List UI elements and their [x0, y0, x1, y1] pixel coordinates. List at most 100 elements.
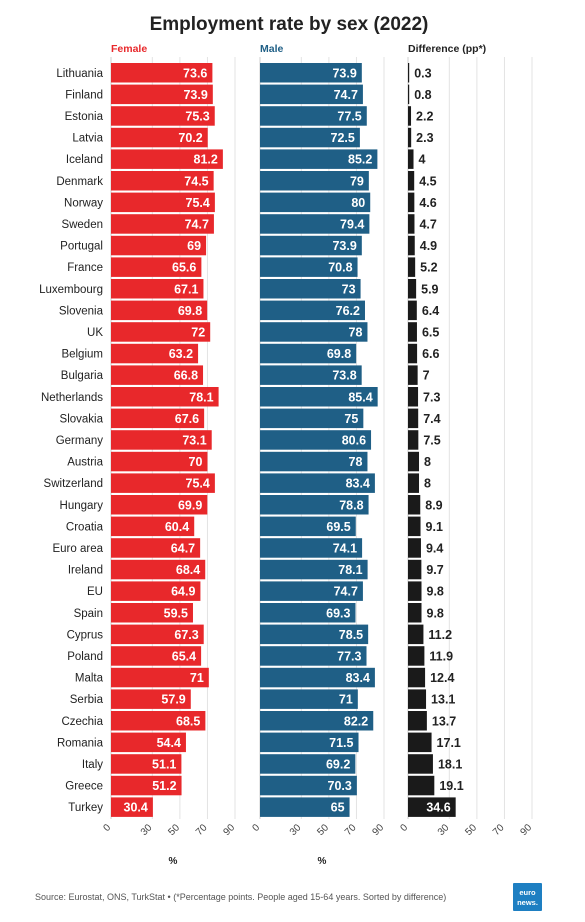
tick-label-male-30: 30 [288, 822, 304, 838]
bar-male-romania [260, 732, 359, 753]
bar-female-slovenia [111, 300, 208, 321]
bar-male-lithuania [260, 63, 362, 83]
value-label-difference-pp-cyprus: 11.2 [428, 628, 452, 642]
bar-difference-pp-belgium [408, 343, 418, 364]
bar-male-finland [260, 84, 363, 105]
bar-male-serbia [260, 689, 358, 709]
bar-male-poland [260, 646, 367, 666]
value-label-male-ireland: 78.1 [338, 563, 362, 577]
value-label-female-germany: 73.1 [182, 433, 206, 447]
value-label-male-slovakia: 75 [344, 412, 358, 426]
value-label-male-serbia: 71 [339, 693, 353, 707]
value-label-difference-pp-euro-area: 9.4 [426, 541, 443, 555]
value-label-male-slovenia: 76.2 [336, 304, 360, 318]
bar-male-bulgaria [260, 365, 362, 385]
value-label-male-romania: 71.5 [329, 736, 353, 750]
euronews-logo-line1: euro [519, 888, 536, 897]
value-label-male-austria: 78 [349, 455, 363, 469]
bar-male-cyprus [260, 624, 369, 645]
bar-difference-pp-iceland [408, 149, 414, 169]
value-label-female-slovenia: 69.8 [178, 304, 202, 318]
bar-female-estonia [111, 106, 215, 126]
value-label-male-euro-area: 74.1 [333, 541, 357, 555]
value-label-male-lithuania: 73.9 [332, 66, 356, 80]
country-label-iceland: Iceland [66, 154, 103, 166]
value-label-male-portugal: 73.9 [332, 239, 356, 253]
bar-difference-pp-ireland [408, 559, 422, 580]
country-label-latvia: Latvia [72, 133, 103, 145]
value-label-female-bulgaria: 66.8 [174, 369, 198, 383]
tick-label-male-90: 90 [370, 822, 386, 838]
bar-female-cyprus [111, 624, 204, 645]
value-label-difference-pp-france: 5.2 [420, 261, 437, 275]
value-label-male-poland: 77.3 [337, 649, 361, 663]
value-label-difference-pp-slovakia: 7.4 [423, 412, 440, 426]
bar-female-romania [111, 732, 186, 753]
axis-unit-male: % [318, 856, 327, 867]
value-label-female-austria: 70 [189, 455, 203, 469]
value-label-female-serbia: 57.9 [161, 693, 185, 707]
bar-male-portugal [260, 235, 362, 256]
bar-difference-pp-greece [408, 775, 435, 796]
value-label-female-malta: 71 [190, 671, 204, 685]
value-label-male-iceland: 85.2 [348, 153, 372, 167]
value-label-female-netherlands: 78.1 [189, 390, 213, 404]
bar-male-switzerland [260, 473, 375, 493]
value-label-male-estonia: 77.5 [337, 109, 361, 123]
bar-difference-pp-finland [408, 84, 410, 105]
bar-female-serbia [111, 689, 191, 709]
euronews-logo: euro news. [513, 883, 542, 911]
country-labels: Lithuania Finland Estonia Latvia Iceland Denm… [39, 68, 104, 814]
bar-female-czechia [111, 711, 206, 731]
value-label-male-greece: 70.3 [328, 779, 352, 793]
bar-difference-pp-slovenia [408, 300, 417, 321]
bar-female-france [111, 257, 202, 277]
value-label-male-eu: 74.7 [334, 585, 358, 599]
chart-title: Employment rate by sex (2022) [150, 14, 429, 35]
value-label-difference-pp-latvia: 2.3 [416, 131, 433, 145]
value-label-female-sweden: 74.7 [185, 217, 209, 231]
value-label-male-spain: 69.3 [326, 606, 350, 620]
bar-female-iceland [111, 149, 223, 169]
bar-female-austria [111, 451, 208, 472]
value-label-difference-pp-iceland: 4 [419, 153, 426, 167]
tick-label-male-50: 50 [315, 822, 331, 838]
bar-female-poland [111, 646, 202, 666]
country-label-ireland: Ireland [68, 565, 103, 577]
euronews-logo-box [513, 883, 542, 911]
country-label-finland: Finland [65, 89, 103, 101]
value-label-difference-pp-uk: 6.5 [422, 325, 439, 339]
value-label-male-denmark: 79 [350, 174, 364, 188]
bar-male-latvia [260, 127, 360, 148]
bar-difference-pp-croatia [408, 516, 421, 537]
value-label-male-france: 70.8 [328, 261, 352, 275]
country-label-netherlands: Netherlands [41, 392, 103, 404]
value-label-female-latvia: 70.2 [178, 131, 202, 145]
value-label-male-czechia: 82.2 [344, 714, 368, 728]
bar-female-uk [111, 322, 211, 342]
value-label-female-france: 65.6 [172, 261, 196, 275]
value-label-female-finland: 73.9 [183, 88, 207, 102]
value-label-male-netherlands: 85.4 [348, 390, 372, 404]
bar-female-spain [111, 603, 193, 623]
value-label-male-sweden: 79.4 [340, 217, 364, 231]
value-label-male-germany: 80.6 [342, 433, 366, 447]
value-label-difference-pp-bulgaria: 7 [423, 369, 430, 383]
bar-male-germany [260, 430, 372, 450]
bar-male-croatia [260, 516, 356, 537]
bar-male-luxembourg [260, 279, 361, 299]
bar-difference-pp-bulgaria [408, 365, 418, 385]
value-label-female-luxembourg: 67.1 [174, 282, 198, 296]
country-label-slovakia: Slovakia [60, 413, 104, 425]
panel-male: Male 73.9 74.7 77.5 72.5 85.2 79 80 79.4 73.9 70.8… [250, 43, 386, 867]
country-label-turkey: Turkey [68, 802, 103, 814]
value-label-female-norway: 75.4 [186, 196, 210, 210]
country-label-switzerland: Switzerland [44, 478, 103, 490]
country-label-eu: EU [87, 586, 103, 598]
value-label-difference-pp-finland: 0.8 [414, 88, 431, 102]
country-label-denmark: Denmark [56, 176, 103, 188]
value-label-female-greece: 51.2 [152, 779, 176, 793]
value-label-difference-pp-germany: 7.5 [423, 433, 440, 447]
value-label-female-portugal: 69 [187, 239, 201, 253]
bar-difference-pp-norway [408, 192, 415, 213]
